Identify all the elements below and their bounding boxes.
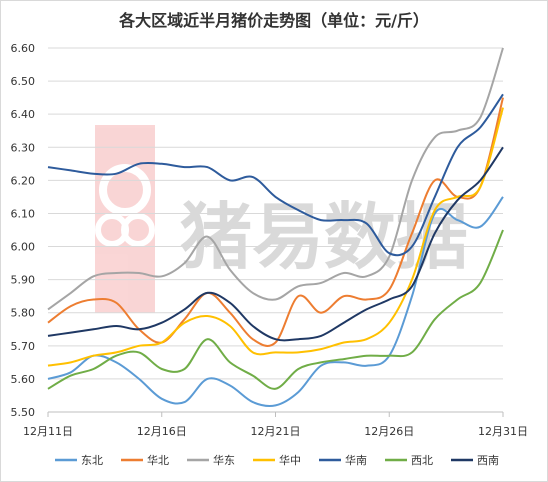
series-line-2: [47, 97, 504, 347]
watermark-logo-ring: [95, 213, 129, 247]
chart-title: 各大区域近半月猪价走势图（单位：元/斤）: [119, 11, 429, 30]
y-tick-label: 6.40: [11, 108, 36, 121]
y-tick-label: 5.60: [11, 373, 36, 386]
legend-label: 华南: [345, 453, 367, 467]
series-line-3: [47, 47, 504, 311]
y-tick-label: 6.30: [11, 141, 36, 154]
y-tick-label: 5.70: [11, 340, 36, 353]
series-line-7: [47, 146, 504, 342]
y-tick-label: 6.60: [11, 42, 36, 55]
series-line-1: [47, 196, 504, 408]
series-line-6: [47, 229, 504, 390]
legend-label: 华中: [279, 453, 301, 467]
y-tick-label: 6.50: [11, 75, 36, 88]
x-tick-label: 12月16日: [137, 425, 187, 438]
legend-label: 东北: [81, 454, 103, 467]
legend-label: 西北: [411, 454, 433, 467]
y-tick-label: 6.00: [11, 241, 36, 254]
x-tick-label: 12月11日: [23, 425, 73, 438]
watermark-logo-ring: [121, 213, 155, 247]
y-tick-label: 5.90: [11, 274, 36, 287]
legend-label: 华东: [213, 453, 235, 467]
legend-label: 西南: [477, 454, 499, 467]
y-tick-label: 6.20: [11, 174, 36, 187]
series-line-5: [47, 93, 504, 257]
watermark-logo-bar: [95, 125, 155, 313]
x-tick-label: 12月21日: [251, 425, 301, 438]
watermark-logo-ring: [99, 164, 151, 216]
y-tick-label: 6.10: [11, 207, 36, 220]
x-tick-label: 12月26日: [364, 425, 414, 438]
x-tick-label: 12月31日: [478, 425, 528, 438]
y-tick-label: 5.80: [11, 307, 36, 320]
watermark-logo: 猪易数据: [95, 125, 468, 313]
legend-label: 华北: [147, 453, 169, 467]
series-line-4: [47, 107, 504, 367]
y-tick-label: 5.50: [11, 406, 36, 419]
